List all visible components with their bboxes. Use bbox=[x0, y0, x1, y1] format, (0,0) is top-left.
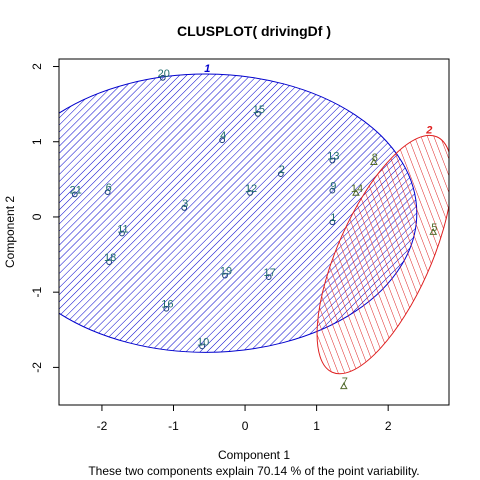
point-10-label: 10 bbox=[197, 336, 209, 348]
point-21-label: 21 bbox=[70, 184, 82, 196]
cluster-labels-layer: 12 bbox=[204, 63, 432, 136]
point-16-marker bbox=[163, 305, 170, 312]
point-12-label: 12 bbox=[245, 183, 257, 195]
point-4-marker bbox=[219, 137, 226, 144]
point-7-label: 7 bbox=[342, 376, 348, 388]
point-1-marker bbox=[329, 219, 336, 226]
point-3-marker bbox=[181, 205, 188, 211]
point-14-marker bbox=[352, 188, 360, 196]
y-tick-label: 2 bbox=[30, 63, 44, 70]
y-tick-label: 1 bbox=[30, 138, 44, 145]
plot-frame bbox=[58, 58, 450, 406]
point-11-label: 11 bbox=[117, 224, 128, 236]
x-tick-label: -1 bbox=[168, 419, 179, 433]
cluster-2-ellipse bbox=[316, 134, 449, 375]
point-12-marker bbox=[247, 189, 253, 196]
point-2-marker bbox=[277, 171, 284, 177]
point-21-marker bbox=[71, 191, 78, 198]
point-10-marker bbox=[199, 343, 206, 350]
point-7-marker bbox=[339, 382, 348, 390]
x-tick-label: 2 bbox=[385, 419, 392, 433]
point-6-label: 6 bbox=[106, 182, 112, 194]
point-20-marker bbox=[159, 74, 166, 81]
point-17-label: 17 bbox=[264, 267, 276, 279]
point-18-marker bbox=[106, 259, 112, 265]
point-8-label: 8 bbox=[372, 152, 378, 164]
cluster-1-label: 1 bbox=[204, 63, 210, 75]
clusters-layer bbox=[59, 73, 449, 375]
point-8-marker bbox=[370, 158, 378, 165]
point-18-label: 18 bbox=[104, 252, 116, 264]
y-tick-label: -1 bbox=[30, 287, 44, 298]
x-tick-label: 1 bbox=[313, 419, 320, 433]
point-14-label: 14 bbox=[351, 183, 363, 195]
x-tick-label: -2 bbox=[97, 419, 108, 433]
x-tick-label: 0 bbox=[242, 419, 249, 433]
point-11-marker bbox=[119, 230, 125, 237]
point-5-label: 5 bbox=[431, 222, 437, 234]
x-axis-label: Component 1 bbox=[218, 448, 290, 462]
y-tick-label: 0 bbox=[30, 213, 44, 220]
point-6-marker bbox=[104, 189, 111, 196]
point-15-marker bbox=[255, 111, 261, 117]
point-17-marker bbox=[265, 274, 272, 281]
variability-caption: These two components explain 70.14 % of … bbox=[88, 464, 419, 478]
point-15-label: 15 bbox=[253, 104, 265, 116]
point-1-label: 1 bbox=[330, 212, 336, 224]
y-axis: -2 -1 0 1 2 bbox=[30, 63, 59, 373]
point-2-label: 2 bbox=[279, 164, 285, 176]
point-9-label: 9 bbox=[330, 181, 336, 193]
point-13-marker bbox=[329, 157, 336, 164]
point-19-marker bbox=[222, 272, 228, 279]
point-5-marker bbox=[429, 227, 438, 235]
point-4-label: 4 bbox=[220, 130, 226, 142]
point-13-label: 13 bbox=[327, 151, 339, 163]
point-20-label: 20 bbox=[158, 68, 170, 80]
point-9-marker bbox=[329, 187, 336, 194]
cluster-2-label: 2 bbox=[425, 124, 432, 136]
y-tick-label: -2 bbox=[30, 362, 44, 373]
point-16-label: 16 bbox=[161, 299, 173, 311]
chart-title: CLUSPLOT( drivingDf ) bbox=[177, 23, 331, 39]
point-3-label: 3 bbox=[182, 198, 188, 210]
point-19-label: 19 bbox=[220, 266, 232, 278]
y-axis-label: Component 2 bbox=[3, 196, 17, 268]
x-axis: -2 -1 0 1 2 bbox=[97, 405, 392, 433]
